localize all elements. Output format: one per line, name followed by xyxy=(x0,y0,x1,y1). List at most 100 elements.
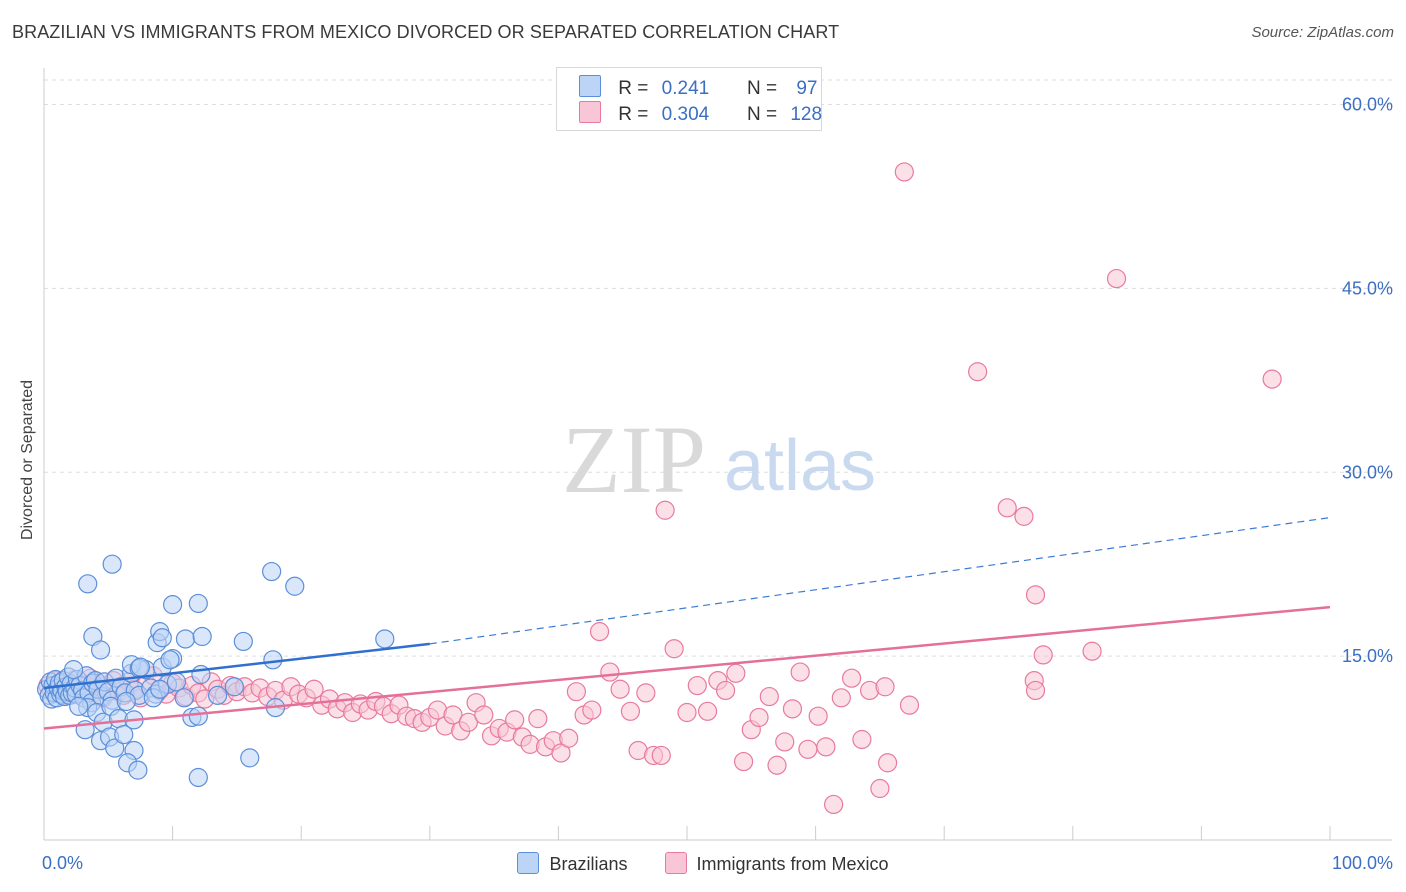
series-legend: Brazilians Immigrants from Mexico xyxy=(0,852,1406,875)
mexico-point xyxy=(875,677,895,697)
legend-n-value-brazilians: 97 xyxy=(796,78,818,99)
mexico-point xyxy=(566,682,587,702)
brazilians-point xyxy=(150,679,170,699)
mexico-point xyxy=(968,362,988,382)
mexico-point xyxy=(759,686,779,707)
watermark-atlas: atlas xyxy=(724,426,876,506)
legend-swatch-mexico xyxy=(579,101,601,123)
mexico-point xyxy=(582,700,602,720)
trend-line-mexico xyxy=(43,605,1331,730)
legend-item-mexico[interactable]: Immigrants from Mexico xyxy=(664,852,889,875)
y-axis-label: Divorced or Separated xyxy=(19,379,36,541)
mexico-point xyxy=(443,705,463,725)
mexico-point xyxy=(824,794,844,815)
series-brazilians-points xyxy=(36,554,395,788)
legend-r-label: R = xyxy=(618,78,649,99)
mexico-point xyxy=(715,680,736,701)
brazilians-point xyxy=(114,724,134,745)
brazilians-point xyxy=(188,767,208,788)
legend-swatch-brazilians xyxy=(579,75,601,97)
mexico-point xyxy=(1025,585,1046,605)
brazilians-point xyxy=(224,677,244,697)
legend-n-value-mexico: 128 xyxy=(790,104,823,125)
mexico-point xyxy=(816,737,836,757)
x-tick-label-max: 100.0% xyxy=(1332,853,1393,873)
mexico-point xyxy=(782,699,803,719)
brazilians-point xyxy=(130,657,151,677)
source-credit: Source: ZipAtlas.com xyxy=(1251,24,1394,41)
mexico-point xyxy=(636,683,656,703)
legend-swatch-mexico xyxy=(664,852,687,874)
mexico-point xyxy=(726,663,746,683)
x-tick-label-min: 0.0% xyxy=(42,853,83,873)
brazilians-point xyxy=(69,696,89,716)
mexico-point xyxy=(767,755,787,775)
y-axis-label-wrap: Divorced or Separated xyxy=(10,260,46,660)
mexico-point xyxy=(589,622,610,642)
axes xyxy=(43,68,1392,841)
brazilians-point xyxy=(263,650,283,670)
mexico-point xyxy=(1262,369,1282,389)
brazilians-point xyxy=(152,628,172,648)
brazilians-point xyxy=(160,650,180,670)
brazilians-point xyxy=(163,595,183,615)
mexico-point xyxy=(878,753,898,773)
trend-line-brazilians-extension xyxy=(429,517,1331,645)
brazilians-point xyxy=(188,593,208,614)
y-tick-label: 30.0% xyxy=(1342,462,1393,482)
mexico-point xyxy=(697,701,718,721)
y-tick-label: 60.0% xyxy=(1342,95,1393,115)
brazilians-point xyxy=(166,672,187,692)
legend-swatch-brazilians xyxy=(517,852,540,874)
brazilians-point xyxy=(78,574,98,594)
mexico-point xyxy=(304,679,324,699)
mexico-point xyxy=(651,745,671,766)
legend-n-label: N = xyxy=(746,104,778,125)
brazilians-point xyxy=(285,576,305,596)
brazilians-point xyxy=(116,691,136,712)
brazilians-point xyxy=(262,561,282,582)
legend-r-value-mexico: 0.304 xyxy=(661,104,710,125)
mexico-point xyxy=(1025,680,1046,701)
brazilians-point xyxy=(188,706,208,726)
legend-label-mexico: Immigrants from Mexico xyxy=(696,854,889,874)
mexico-point xyxy=(505,710,525,730)
watermark: ZIP atlas xyxy=(562,406,876,513)
mexico-point xyxy=(733,751,754,772)
brazilians-point xyxy=(128,760,148,780)
trend-line-brazilians xyxy=(43,642,430,690)
mexico-point xyxy=(474,705,494,725)
legend-r-value-brazilians: 0.241 xyxy=(661,78,710,99)
mexico-point xyxy=(1106,268,1127,289)
mexico-point xyxy=(997,498,1017,518)
y-tick-label: 15.0% xyxy=(1342,646,1393,666)
watermark-zip: ZIP xyxy=(562,406,706,513)
mexico-point xyxy=(1033,645,1053,665)
brazilians-point xyxy=(192,626,212,647)
mexico-point xyxy=(894,162,914,182)
mexico-point xyxy=(899,695,920,715)
mexico-point xyxy=(852,729,872,750)
mexico-point xyxy=(842,668,862,688)
mexico-point xyxy=(600,662,620,682)
brazilians-point xyxy=(208,685,228,705)
brazilians-point xyxy=(174,688,194,708)
y-tick-label: 45.0% xyxy=(1342,278,1393,298)
legend-label-brazilians: Brazilians xyxy=(549,854,628,874)
brazilians-point xyxy=(105,738,125,758)
legend-row-mexico: R = 0.304 N = 128 xyxy=(579,101,822,127)
brazilians-point xyxy=(175,629,196,649)
legend-item-brazilians[interactable]: Brazilians xyxy=(517,852,627,875)
mexico-point xyxy=(559,728,579,748)
brazilians-point xyxy=(90,640,111,660)
tick-labels: 15.0% 30.0% 45.0% 60.0% 0.0% 100.0% xyxy=(42,95,1393,873)
mexico-point xyxy=(1014,506,1034,526)
mexico-point xyxy=(528,709,548,729)
brazilians-point xyxy=(240,748,260,768)
grid-lines xyxy=(44,79,1392,657)
mexico-point xyxy=(775,732,795,752)
mexico-point xyxy=(458,712,478,732)
mexico-point xyxy=(790,662,810,682)
mexico-point xyxy=(1082,641,1102,661)
mexico-point xyxy=(749,707,769,728)
